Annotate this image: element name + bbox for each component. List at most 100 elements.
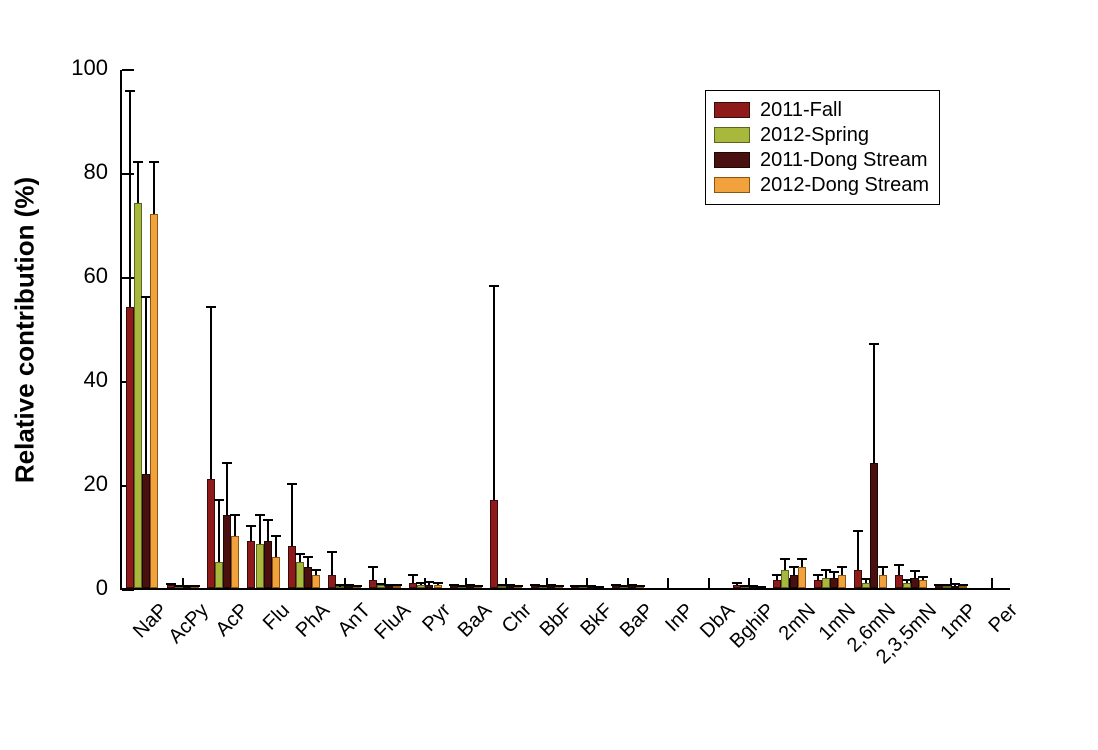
- error-bar-cap: [303, 556, 313, 558]
- error-bar: [784, 559, 786, 569]
- error-bar-cap: [271, 535, 281, 537]
- bar: [781, 570, 789, 588]
- error-bar-cap: [206, 306, 216, 308]
- y-tick-label: 20: [84, 471, 122, 497]
- error-bar-cap: [311, 569, 321, 571]
- error-bar-cap: [352, 585, 362, 587]
- error-bar-cap: [869, 343, 879, 345]
- error-bar-cap: [918, 576, 928, 578]
- error-bar-cap: [635, 585, 645, 587]
- bar: [814, 580, 822, 588]
- legend-label: 2012-Spring: [760, 123, 869, 147]
- error-bar: [873, 344, 875, 464]
- error-bar: [250, 526, 252, 542]
- error-bar-cap: [829, 571, 839, 573]
- error-bar: [259, 515, 261, 544]
- y-tick-mark: [122, 589, 134, 591]
- error-bar-cap: [554, 585, 564, 587]
- legend-swatch: [714, 127, 750, 143]
- bar: [150, 214, 158, 588]
- error-bar-cap: [756, 586, 766, 588]
- error-bar: [898, 565, 900, 575]
- chart-container: Relative contribution (%) 020406080100Na…: [0, 0, 1098, 750]
- bar: [247, 541, 255, 588]
- error-bar: [291, 484, 293, 546]
- error-bar-cap: [263, 519, 273, 521]
- error-bar: [331, 552, 333, 575]
- error-bar: [129, 91, 131, 307]
- x-tick-label: 1mP: [927, 588, 984, 645]
- error-bar-cap: [368, 566, 378, 568]
- error-bar-cap: [813, 574, 823, 576]
- error-bar-cap: [910, 570, 920, 572]
- y-tick-mark: [122, 173, 134, 175]
- error-bar-cap: [797, 558, 807, 560]
- error-bar: [882, 567, 884, 575]
- error-bar: [307, 557, 309, 567]
- bar: [434, 585, 442, 588]
- error-bar-cap: [594, 586, 604, 588]
- error-bar-cap: [878, 566, 888, 568]
- bar: [870, 463, 878, 588]
- error-bar-cap: [408, 574, 418, 576]
- error-bar: [145, 297, 147, 474]
- bar: [879, 575, 887, 588]
- bar: [773, 580, 781, 588]
- bar: [830, 578, 838, 588]
- x-tick-mark: [748, 578, 750, 590]
- bar: [862, 583, 870, 588]
- error-bar-cap: [433, 582, 443, 584]
- bar: [231, 536, 239, 588]
- error-bar-cap: [327, 551, 337, 553]
- bar: [790, 575, 798, 588]
- bar: [822, 578, 830, 588]
- legend-swatch: [714, 152, 750, 168]
- error-bar-cap: [125, 90, 135, 92]
- error-bar-cap: [149, 161, 159, 163]
- bar: [911, 578, 919, 588]
- bar: [798, 567, 806, 588]
- legend-swatch: [714, 102, 750, 118]
- legend: 2011-Fall2012-Spring2011-Dong Stream2012…: [705, 90, 940, 205]
- bar: [134, 203, 142, 588]
- error-bar-cap: [732, 582, 742, 584]
- error-bar-cap: [255, 514, 265, 516]
- error-bar-cap: [133, 161, 143, 163]
- bar: [296, 562, 304, 588]
- bar: [207, 479, 215, 588]
- error-bar: [210, 307, 212, 479]
- x-tick-mark: [586, 578, 588, 590]
- error-bar: [137, 162, 139, 204]
- error-bar-cap: [853, 530, 863, 532]
- error-bar: [841, 567, 843, 575]
- bar: [142, 474, 150, 588]
- bar: [490, 500, 498, 588]
- error-bar: [275, 536, 277, 557]
- error-bar-cap: [489, 285, 499, 287]
- error-bar: [793, 567, 795, 575]
- bar: [425, 585, 433, 588]
- legend-item: 2011-Dong Stream: [714, 148, 929, 172]
- y-tick-label: 60: [84, 263, 122, 289]
- bar: [903, 583, 911, 588]
- x-tick-label: BaP: [606, 588, 660, 642]
- bar: [223, 515, 231, 588]
- error-bar-cap: [837, 566, 847, 568]
- error-bar: [226, 463, 228, 515]
- error-bar-cap: [894, 564, 904, 566]
- bar: [838, 575, 846, 588]
- error-bar-cap: [190, 585, 200, 587]
- bar: [895, 575, 903, 588]
- error-bar: [801, 559, 803, 567]
- legend-label: 2012-Dong Stream: [760, 173, 929, 197]
- y-tick-mark: [122, 277, 134, 279]
- error-bar-cap: [392, 584, 402, 586]
- error-bar-cap: [214, 499, 224, 501]
- y-axis-title: Relative contribution (%): [10, 177, 41, 483]
- x-tick-label: AcP: [202, 588, 256, 642]
- y-tick-label: 80: [84, 159, 122, 185]
- error-bar: [412, 575, 414, 583]
- bar: [312, 575, 320, 588]
- y-tick-label: 100: [71, 55, 122, 81]
- error-bar: [493, 286, 495, 499]
